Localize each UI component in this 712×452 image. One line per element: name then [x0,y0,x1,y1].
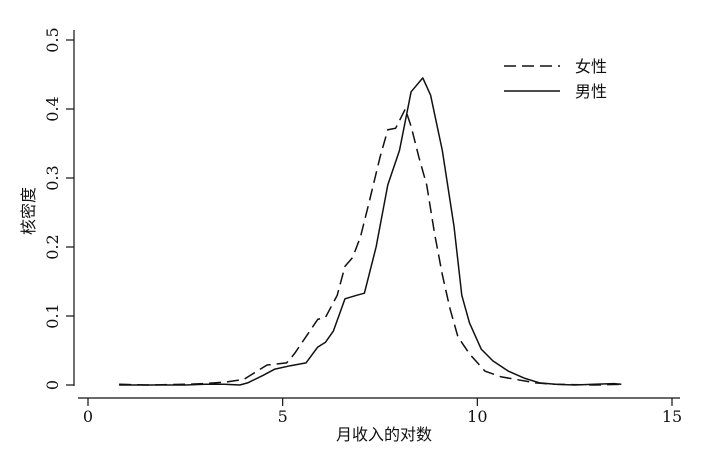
y-tick-label: 0.5 [43,27,62,52]
y-tick-label: 0.1 [43,303,62,328]
legend-label-female: 女性 [575,57,607,76]
y-ticks: 0 0.1 0.2 0.3 0.4 0.5 [43,27,74,390]
y-tick-label: 0 [43,380,62,390]
series-layer [119,77,622,386]
y-tick-label: 0.4 [43,96,62,121]
legend: 女性 男性 [504,57,607,101]
series-line-male [119,77,622,386]
y-axis-title: 核密度 [19,187,38,235]
x-tick-label: 0 [83,407,93,426]
x-tick-label: 10 [467,407,487,426]
x-axis-title: 月收入的对数 [336,425,432,444]
y-tick-label: 0.2 [43,234,62,259]
x-tick-label: 15 [662,407,682,426]
x-ticks: 0 5 10 15 [83,398,682,426]
y-tick-label: 0.3 [43,165,62,190]
series-line-female [119,108,622,386]
axes [73,30,680,399]
legend-label-male: 男性 [575,82,607,101]
x-tick-label: 5 [278,407,288,426]
